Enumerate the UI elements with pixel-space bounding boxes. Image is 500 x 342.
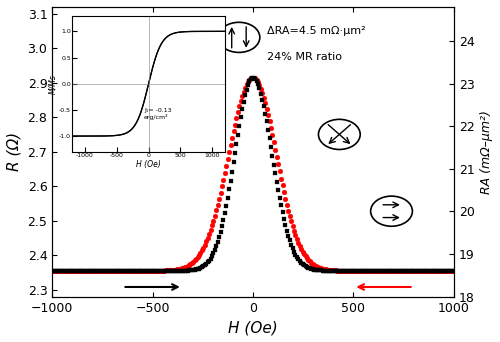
Text: 24% MR ratio: 24% MR ratio: [267, 52, 342, 62]
Text: ΔRA=4.5 mΩ·μm²: ΔRA=4.5 mΩ·μm²: [267, 26, 366, 36]
Y-axis label: RA (mΩ–μm²): RA (mΩ–μm²): [480, 110, 493, 194]
X-axis label: H (Oe): H (Oe): [228, 320, 278, 335]
Y-axis label: R (Ω): R (Ω): [7, 132, 22, 171]
